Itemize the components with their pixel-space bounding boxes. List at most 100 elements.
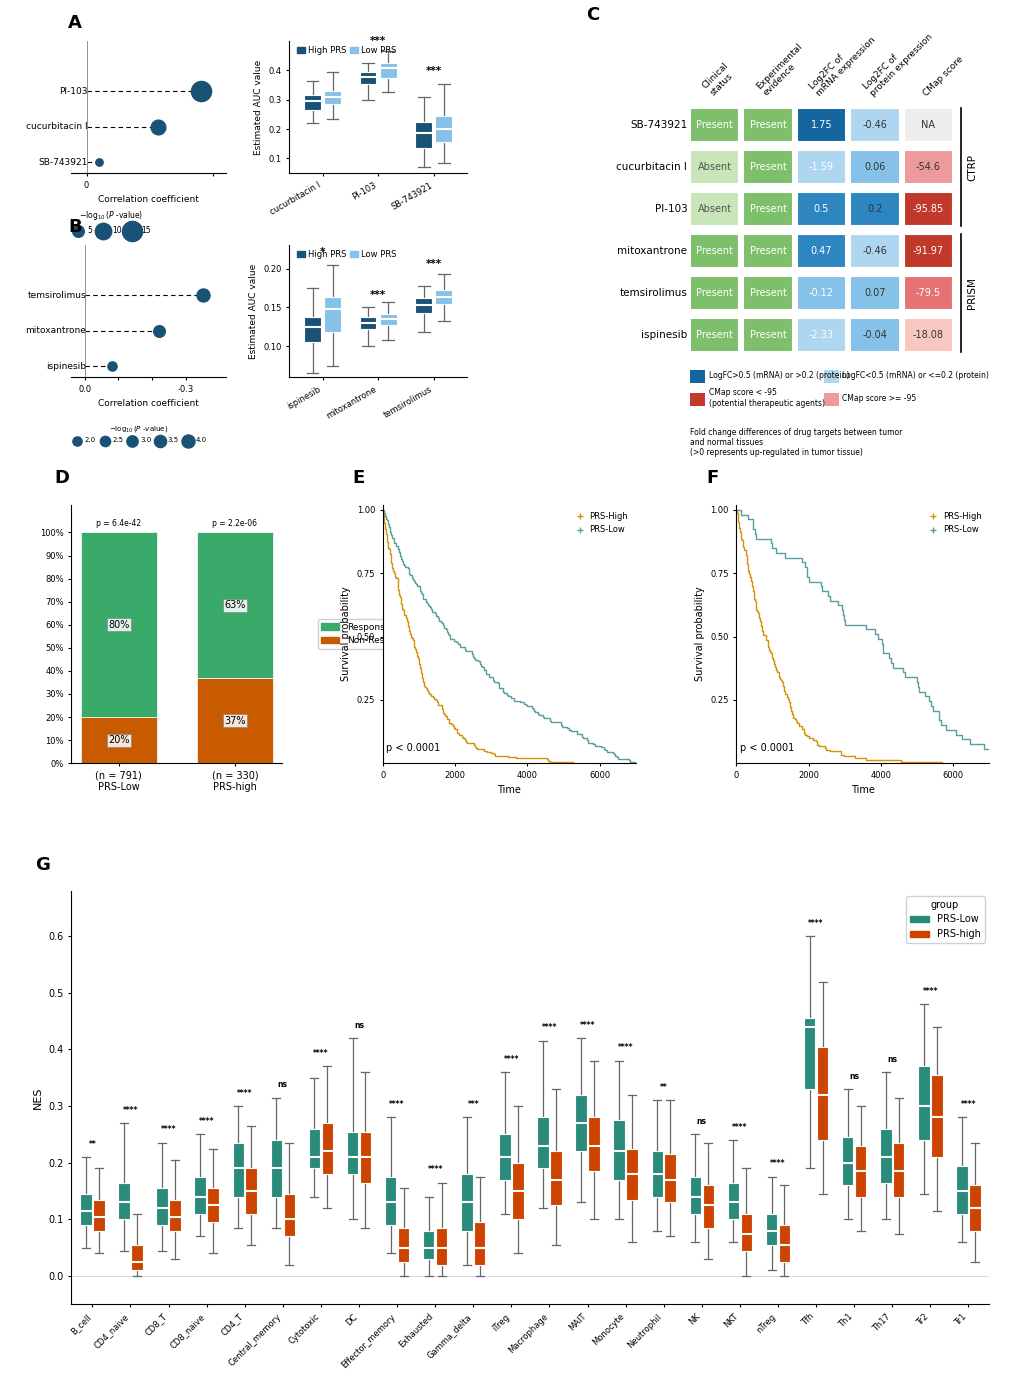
- Text: Present: Present: [695, 330, 733, 341]
- Bar: [903, 192, 952, 227]
- Text: G: G: [35, 857, 50, 875]
- Text: p = 6.4e-42: p = 6.4e-42: [96, 519, 142, 527]
- Y-axis label: Survival probability: Survival probability: [340, 586, 351, 681]
- Bar: [689, 276, 739, 310]
- Text: temsirolimus: temsirolimus: [28, 291, 86, 299]
- Text: NA: NA: [920, 121, 934, 130]
- Bar: [384, 1177, 396, 1225]
- Text: ****: ****: [579, 1020, 595, 1030]
- Text: ns: ns: [849, 1071, 858, 1081]
- Bar: [81, 1195, 92, 1225]
- Text: ****: ****: [960, 1100, 975, 1109]
- Text: Present: Present: [749, 162, 786, 172]
- Bar: [850, 233, 899, 268]
- Bar: [435, 1227, 447, 1265]
- Bar: [743, 192, 792, 227]
- Bar: [689, 108, 739, 143]
- Bar: [415, 122, 432, 148]
- X-axis label: Time: Time: [497, 785, 521, 795]
- Bar: [917, 1067, 928, 1140]
- Text: 1.75: 1.75: [810, 121, 832, 130]
- Text: Log2FC of
protein expression: Log2FC of protein expression: [860, 25, 933, 97]
- Text: -0.46: -0.46: [862, 121, 887, 130]
- Legend: 5, 10, 15: 5, 10, 15: [67, 206, 154, 238]
- Text: mitoxantrone: mitoxantrone: [616, 246, 687, 257]
- Bar: [893, 1142, 904, 1197]
- Text: ****: ****: [199, 1116, 214, 1126]
- X-axis label: Correlation coefficient: Correlation coefficient: [98, 195, 199, 205]
- Text: ns: ns: [887, 1054, 897, 1064]
- Text: **: **: [659, 1083, 667, 1092]
- Text: Present: Present: [749, 121, 786, 130]
- Text: ****: ****: [427, 1166, 442, 1174]
- Bar: [743, 108, 792, 143]
- Text: -2.33: -2.33: [808, 330, 834, 341]
- Bar: [232, 1142, 244, 1197]
- Text: ns: ns: [354, 1020, 364, 1030]
- Text: -91.97: -91.97: [912, 246, 943, 257]
- Bar: [397, 1227, 409, 1262]
- Legend: PRS-High, PRS-Low: PRS-High, PRS-Low: [568, 509, 631, 538]
- Text: ***: ***: [467, 1100, 479, 1109]
- Bar: [118, 1182, 129, 1219]
- Text: Present: Present: [749, 288, 786, 298]
- Bar: [197, 533, 272, 678]
- Text: 0.06: 0.06: [863, 162, 884, 172]
- Text: ***: ***: [370, 36, 386, 45]
- Legend: Response, Non-Response: Response, Non-Response: [318, 619, 415, 649]
- Text: p = 2.2e-06: p = 2.2e-06: [212, 519, 257, 527]
- Bar: [498, 1134, 511, 1179]
- Text: A: A: [68, 14, 83, 32]
- Text: 80%: 80%: [108, 619, 129, 630]
- Text: ****: ****: [922, 987, 937, 995]
- Text: ****: ****: [122, 1105, 138, 1115]
- Text: Present: Present: [695, 246, 733, 257]
- Text: CMap score: CMap score: [921, 55, 965, 97]
- Bar: [689, 369, 704, 383]
- Bar: [360, 317, 376, 330]
- Text: p < 0.0001: p < 0.0001: [739, 743, 794, 752]
- Bar: [512, 1163, 523, 1219]
- Text: ispinesib: ispinesib: [46, 362, 86, 371]
- Bar: [324, 91, 340, 104]
- Text: PI-103: PI-103: [654, 205, 687, 214]
- Bar: [415, 298, 432, 313]
- Text: -0.04: -0.04: [862, 330, 887, 341]
- Point: [104, 356, 120, 378]
- Bar: [689, 393, 704, 405]
- Bar: [435, 290, 451, 303]
- Text: ****: ****: [313, 1049, 328, 1059]
- Text: ns: ns: [696, 1116, 706, 1126]
- Bar: [81, 533, 156, 717]
- Text: Absent: Absent: [697, 162, 731, 172]
- Point: [91, 151, 107, 173]
- Bar: [777, 1225, 790, 1262]
- Bar: [689, 319, 739, 353]
- Bar: [968, 1185, 979, 1230]
- Bar: [689, 233, 739, 268]
- Text: LogFC<0.5 (mRNA) or <=0.2 (protein): LogFC<0.5 (mRNA) or <=0.2 (protein): [842, 371, 988, 379]
- Bar: [689, 150, 739, 184]
- Bar: [816, 1046, 827, 1140]
- Bar: [740, 1214, 751, 1251]
- Bar: [474, 1222, 485, 1265]
- Text: SB-743921: SB-743921: [38, 158, 88, 166]
- Text: ****: ****: [769, 1159, 785, 1168]
- Text: Present: Present: [695, 121, 733, 130]
- Bar: [309, 1129, 320, 1168]
- Text: -79.5: -79.5: [915, 288, 941, 298]
- Bar: [930, 1075, 942, 1157]
- Text: ***: ***: [425, 258, 441, 269]
- Bar: [743, 233, 792, 268]
- Text: -54.6: -54.6: [915, 162, 940, 172]
- Bar: [956, 1166, 967, 1214]
- Text: -0.12: -0.12: [808, 288, 834, 298]
- Bar: [822, 369, 838, 383]
- Text: Fold change differences of drug targets between tumor
and normal tissues
(>0 rep: Fold change differences of drug targets …: [689, 427, 902, 457]
- Bar: [841, 1137, 853, 1185]
- Bar: [796, 150, 846, 184]
- Text: 20%: 20%: [108, 735, 129, 746]
- Y-axis label: Estimated AUC value: Estimated AUC value: [249, 264, 258, 358]
- Bar: [612, 1120, 625, 1179]
- Text: CMap score < -95
(potential therapeutic agents): CMap score < -95 (potential therapeutic …: [708, 389, 824, 408]
